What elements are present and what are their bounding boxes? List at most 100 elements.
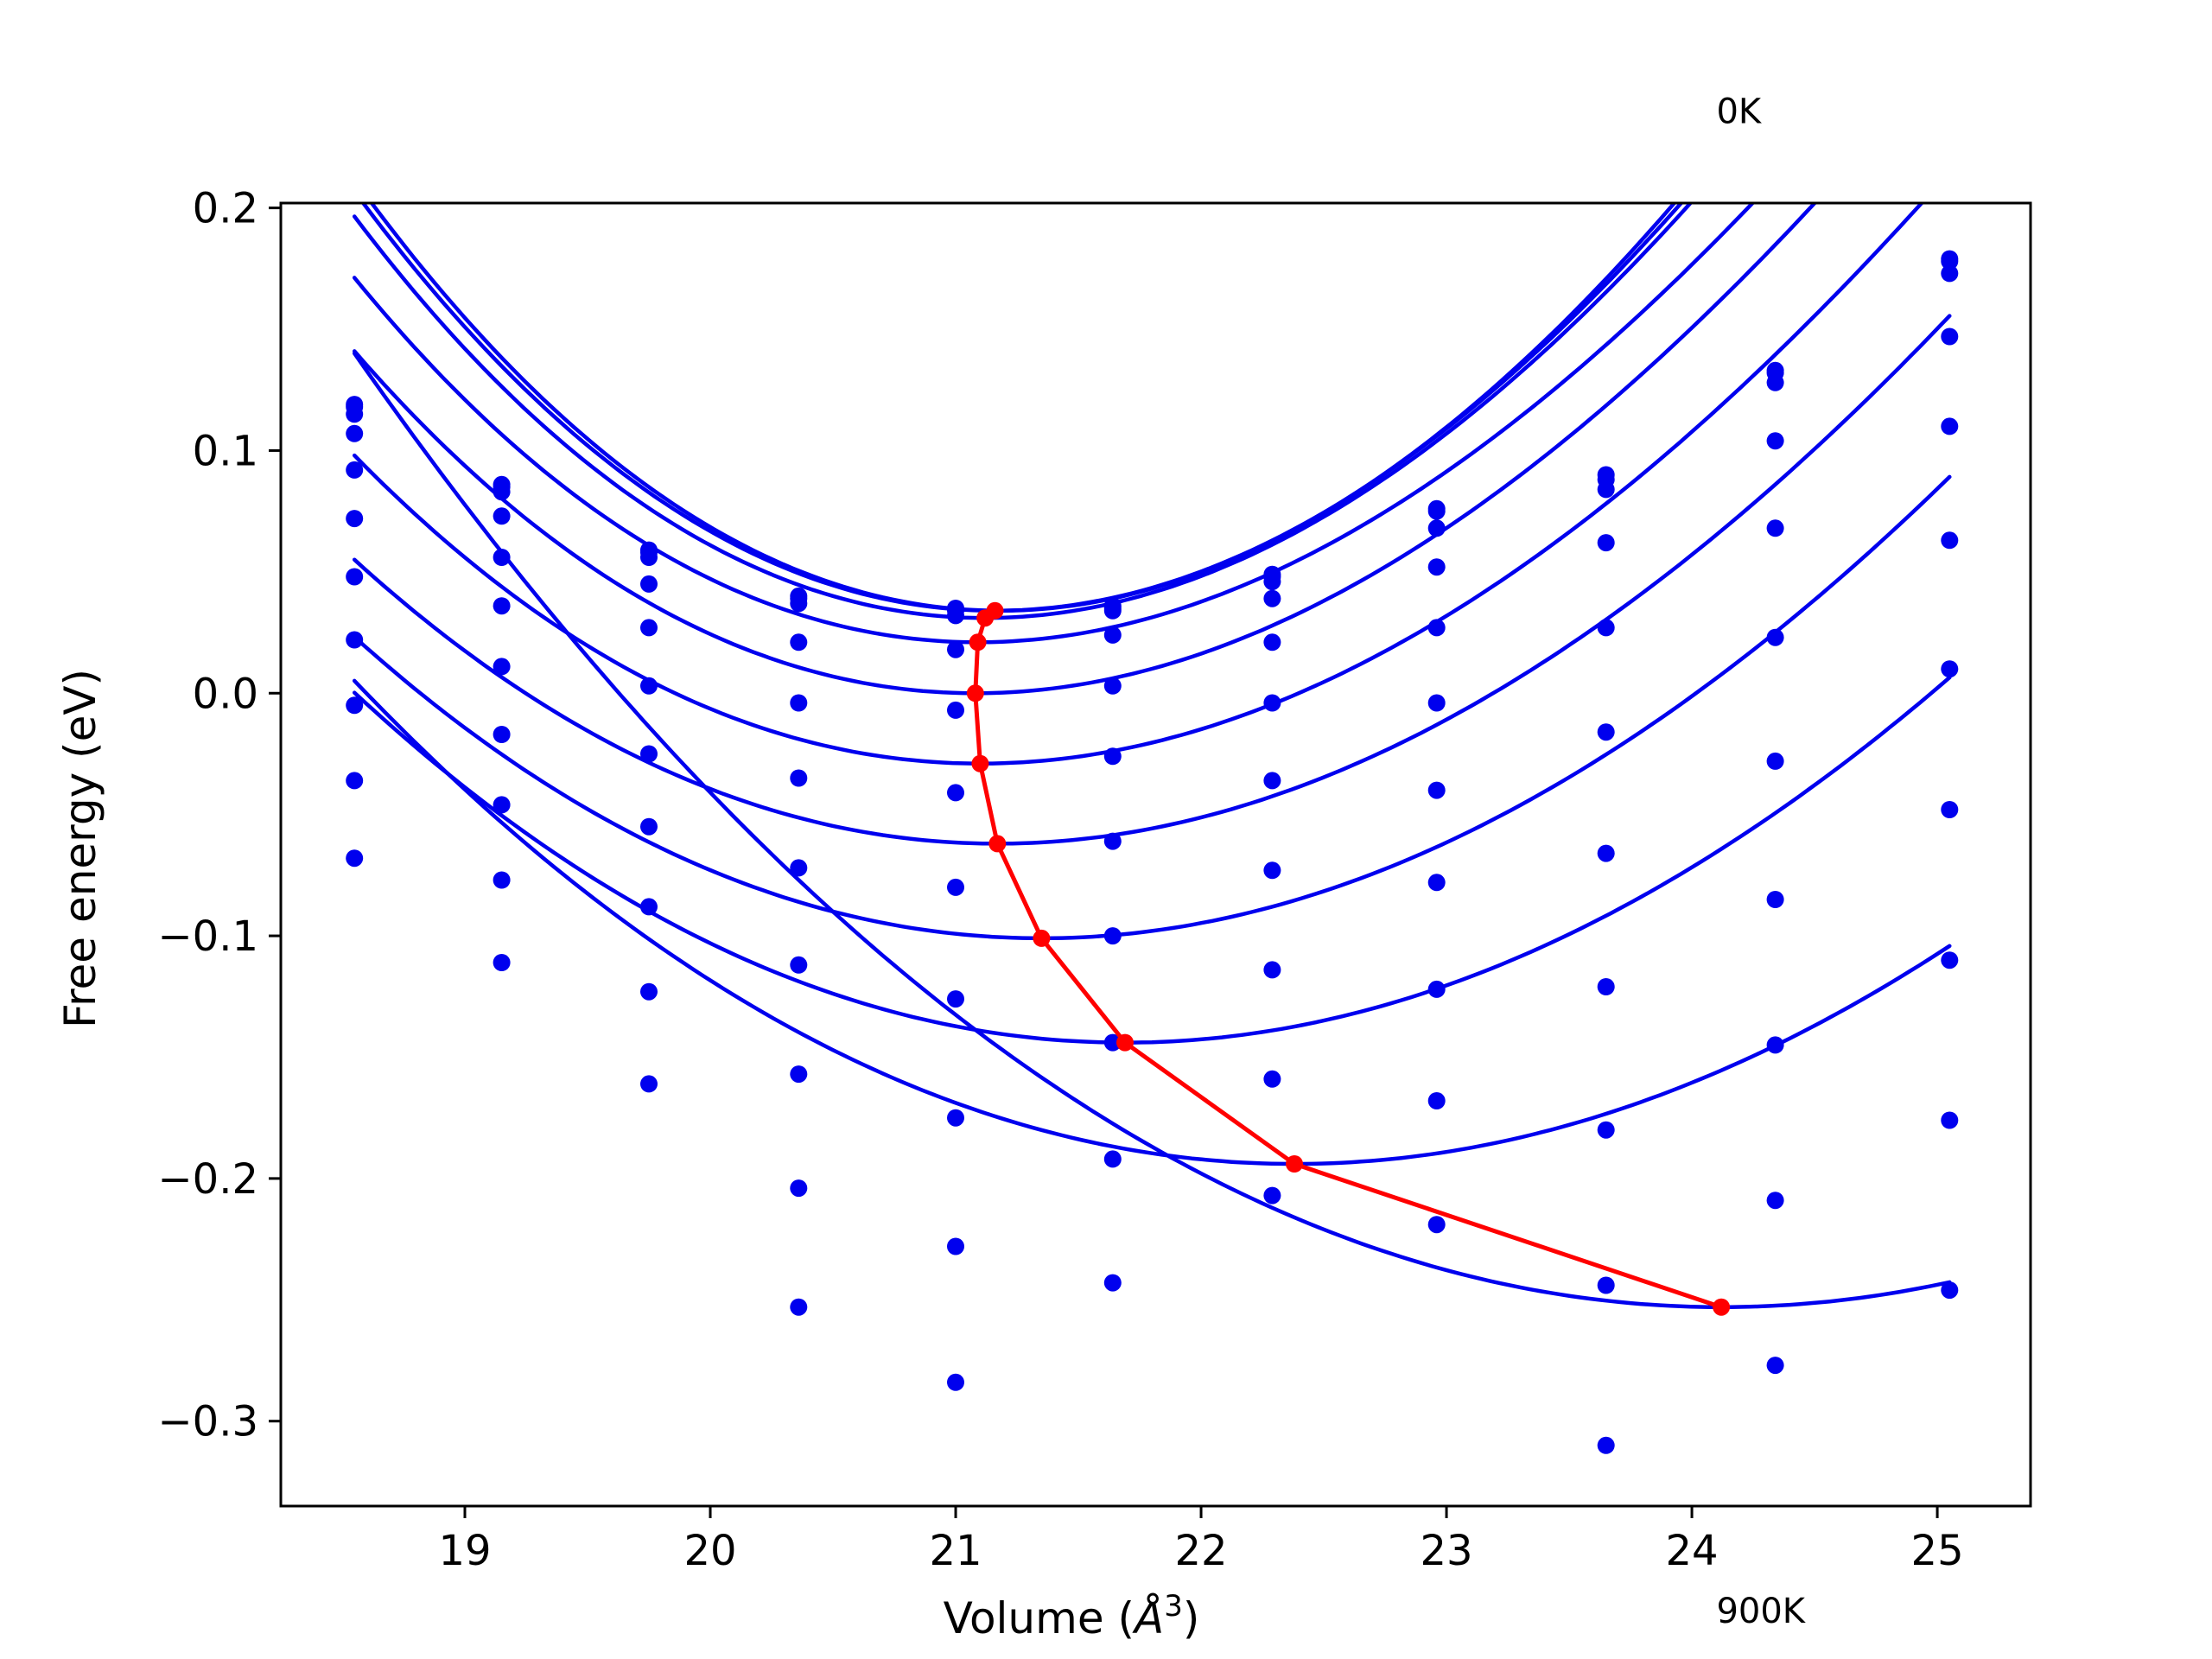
data-point <box>1104 833 1122 850</box>
data-point <box>1941 417 1958 435</box>
x-tick-label: 19 <box>438 1527 491 1575</box>
minima-point <box>967 684 984 702</box>
data-point <box>493 507 511 524</box>
x-axis-label-unit: Å <box>1132 1593 1164 1643</box>
minima-point <box>1033 930 1050 947</box>
data-point <box>1104 1274 1122 1292</box>
data-point <box>1263 961 1281 978</box>
annotation-0k: 0K <box>1716 92 1762 131</box>
data-point <box>1598 845 1615 862</box>
x-axis-label-superscript: 3 <box>1164 1589 1183 1624</box>
data-point <box>640 746 658 763</box>
data-point <box>1263 861 1281 879</box>
x-axis-label-open-paren: ( <box>1104 1593 1135 1643</box>
data-point <box>1428 519 1446 537</box>
data-point <box>640 575 658 593</box>
data-point <box>1941 1112 1958 1129</box>
data-point <box>640 898 658 915</box>
minima-point <box>1286 1155 1303 1173</box>
data-point <box>346 405 363 423</box>
y-tick-label: 0.0 <box>193 670 258 718</box>
x-tick-label: 25 <box>1911 1527 1964 1575</box>
data-point <box>1767 374 1784 391</box>
data-point <box>1428 619 1446 636</box>
data-point <box>640 677 658 695</box>
y-tick-label: 0.2 <box>193 185 258 233</box>
data-point <box>790 1179 807 1197</box>
data-point <box>640 983 658 1001</box>
data-point <box>790 1065 807 1083</box>
data-point <box>947 702 964 719</box>
annotation-900k: 900K <box>1716 1592 1806 1631</box>
data-point <box>1263 573 1281 590</box>
data-point <box>790 1299 807 1316</box>
data-point <box>947 879 964 896</box>
data-point <box>1104 927 1122 944</box>
data-point <box>1598 723 1615 741</box>
x-axis-label: Volume (Å3) <box>944 1589 1200 1643</box>
data-point <box>1767 629 1784 646</box>
data-point <box>346 425 363 442</box>
y-tick-label: −0.1 <box>157 912 258 961</box>
data-point <box>1941 951 1958 969</box>
data-point <box>493 549 511 566</box>
x-axis-label-text: Volume <box>944 1593 1104 1643</box>
data-point <box>493 597 511 614</box>
data-point <box>493 483 511 500</box>
data-point <box>1767 1036 1784 1053</box>
data-point <box>1263 695 1281 712</box>
minima-point <box>971 755 988 772</box>
y-tick-label: 0.1 <box>193 427 258 475</box>
data-point <box>1941 264 1958 282</box>
data-point <box>1263 1187 1281 1205</box>
data-point <box>947 1238 964 1255</box>
data-point <box>493 796 511 813</box>
data-point <box>1767 1357 1784 1374</box>
data-point <box>790 957 807 974</box>
x-tick-label: 23 <box>1421 1527 1473 1575</box>
data-point <box>1263 633 1281 651</box>
data-point <box>346 849 363 867</box>
data-point <box>1767 1192 1784 1209</box>
x-tick-label: 22 <box>1175 1527 1228 1575</box>
data-point <box>1428 1092 1446 1109</box>
data-point <box>1598 1277 1615 1294</box>
data-point <box>1428 782 1446 799</box>
minima-point <box>988 835 1006 852</box>
data-point <box>1263 1071 1281 1088</box>
data-point <box>640 619 658 636</box>
data-point <box>947 607 964 624</box>
data-point <box>1104 677 1122 695</box>
data-point <box>1941 1281 1958 1299</box>
x-tick-label: 20 <box>683 1527 736 1575</box>
data-point <box>1767 891 1784 908</box>
y-tick-label: −0.2 <box>157 1155 258 1204</box>
data-point <box>1598 480 1615 498</box>
data-point <box>1767 519 1784 537</box>
data-point <box>493 954 511 971</box>
data-point <box>1598 1437 1615 1454</box>
data-point <box>346 510 363 527</box>
data-point <box>947 990 964 1007</box>
data-point <box>947 641 964 658</box>
data-point <box>1428 558 1446 575</box>
data-point <box>346 632 363 649</box>
data-point <box>1941 328 1958 346</box>
data-point <box>1941 801 1958 818</box>
data-point <box>1767 432 1784 449</box>
data-point <box>1263 772 1281 789</box>
data-point <box>790 859 807 876</box>
data-point <box>1598 619 1615 636</box>
data-point <box>640 818 658 836</box>
data-point <box>1598 534 1615 551</box>
data-point <box>1941 531 1958 549</box>
data-point <box>790 770 807 787</box>
data-point <box>493 872 511 889</box>
data-point <box>1104 626 1122 644</box>
data-point <box>947 1109 964 1127</box>
data-point <box>493 658 511 675</box>
data-point <box>1104 1150 1122 1167</box>
data-point <box>346 772 363 789</box>
minima-point <box>1713 1299 1730 1316</box>
data-point <box>1941 660 1958 677</box>
